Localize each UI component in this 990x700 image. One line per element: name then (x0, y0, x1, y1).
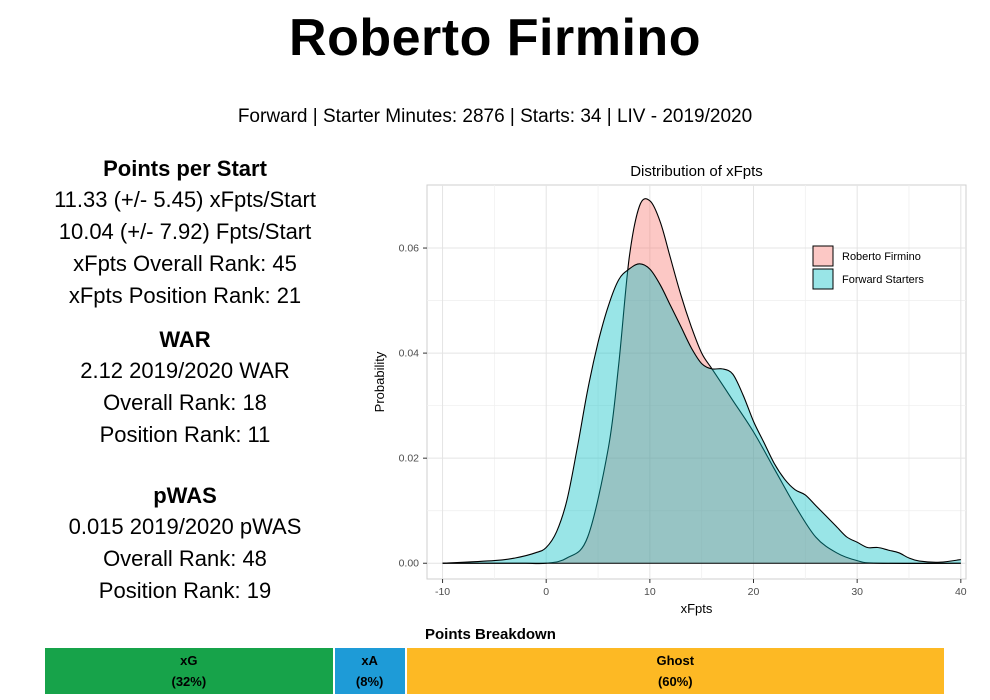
breakdown-segment-label: xG (180, 653, 198, 668)
x-tick-label: 10 (644, 586, 656, 598)
page-title: Roberto Firmino (289, 9, 701, 67)
war-heading: WAR (159, 327, 211, 352)
breakdown-segment-percent: (32%) (171, 674, 207, 689)
density-area-series-1 (442, 263, 961, 564)
fpts-per-start: 10.04 (+/- 7.92) Fpts/Start (58, 219, 312, 244)
breakdown-segment-xa: xA (8%) (332, 648, 405, 694)
pwas-heading: pWAS (153, 483, 217, 508)
legend-swatch-series-1 (812, 268, 834, 290)
breakdown-segment-label: xA (361, 653, 378, 668)
x-tick-label: 40 (955, 586, 967, 598)
breakdown-segment-percent: (60%) (657, 674, 693, 689)
pwas-panel: pWAS 0.015 2019/2020 pWAS Overall Rank: … (15, 481, 355, 607)
pwas-value: 0.015 2019/2020 pWAS (68, 514, 302, 539)
legend-swatch-series-0 (812, 245, 834, 267)
pwas-position-rank: Position Rank: 19 (98, 578, 272, 603)
page-subtitle: Forward | Starter Minutes: 2876 | Starts… (237, 106, 753, 127)
x-axis-label: xFpts (681, 601, 713, 616)
war-panel: WAR 2.12 2019/2020 WAR Overall Rank: 18 … (15, 325, 355, 451)
density-line-series-0 (442, 198, 961, 565)
war-position-rank: Position Rank: 11 (99, 422, 271, 447)
legend-key-bg (813, 246, 833, 266)
x-tick-label: -10 (435, 586, 450, 598)
breakdown-segment-label: Ghost (656, 653, 695, 668)
breakdown-segment-xg: xG (32%) (45, 648, 333, 694)
plot-panel (426, 184, 967, 580)
legend-label-series-0: Roberto Firmino (842, 251, 921, 263)
points-per-start-panel: Points per Start 11.33 (+/- 5.45) xFpts/… (15, 154, 355, 312)
points-per-start-heading: Points per Start (103, 156, 267, 181)
density-line-series-1 (442, 263, 961, 564)
y-axis-label: Probability (372, 351, 387, 412)
y-tick-label: 0.06 (399, 243, 420, 255)
breakdown-segment-percent: (8%) (355, 674, 384, 689)
y-tick-label: 0.02 (399, 453, 420, 465)
xfpts-per-start: 11.33 (+/- 5.45) xFpts/Start (54, 187, 316, 212)
pwas-overall-rank: Overall Rank: 48 (103, 546, 267, 571)
y-tick-label: 0.00 (399, 558, 420, 570)
chart-title: Distribution of xFpts (630, 163, 763, 180)
legend-key-bg (813, 269, 833, 289)
x-tick-label: 30 (851, 586, 863, 598)
war-value: 2.12 2019/2020 WAR (80, 358, 290, 383)
legend-label-series-1: Forward Starters (842, 274, 924, 286)
xfpts-overall-rank: xFpts Overall Rank: 45 (73, 251, 297, 276)
breakdown-segment-ghost: Ghost (60%) (404, 648, 944, 694)
density-area-series-0 (442, 198, 961, 564)
xfpts-position-rank: xFpts Position Rank: 21 (68, 283, 302, 308)
war-overall-rank: Overall Rank: 18 (103, 390, 267, 415)
xfpts-distribution-chart: -10 0 10 20 30 40 0.00 0.02 0.04 0.06 Distribution… (372, 163, 967, 616)
points-breakdown-title: Points Breakdown (425, 626, 556, 643)
x-tick-label: 0 (543, 586, 549, 598)
y-tick-label: 0.04 (399, 348, 420, 360)
x-tick-label: 20 (748, 586, 760, 598)
